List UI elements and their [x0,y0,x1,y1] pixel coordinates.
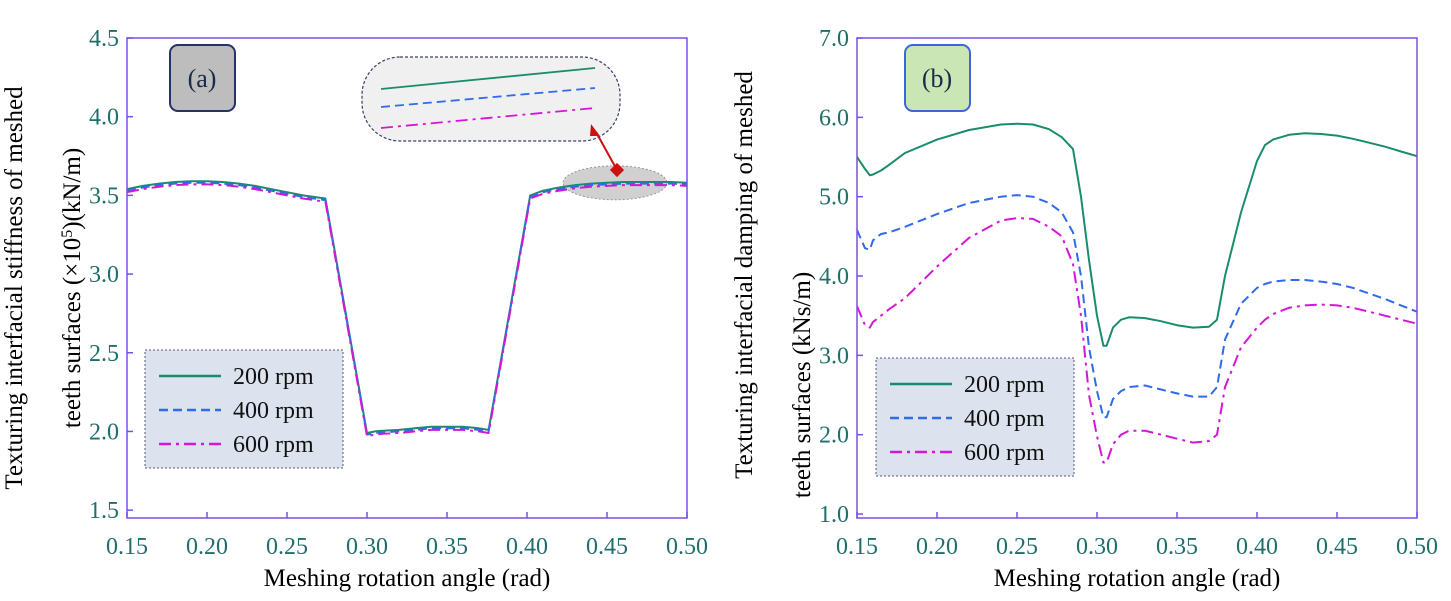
panel-a-series-200-rpm [127,180,687,434]
panel-b-xtick-label: 0.40 [1236,534,1278,560]
panel-a-xtick-label: 0.20 [186,534,228,560]
zoom-arrow-tail-marker [609,162,625,178]
panel-a-xtick-label: 0.15 [106,534,148,560]
panel-b-ytick-label: 1.0 [819,502,849,528]
panel-b-legend-label: 400 rpm [964,406,1045,432]
panel-b-xtick-label: 0.15 [836,534,878,560]
panel-a: Texturing interfacial stiffness of meshe… [1,26,708,592]
panel-b-legend-label: 200 rpm [964,372,1045,398]
panel-a-ytick-label: 2.5 [89,341,119,367]
panel-a-series [127,180,687,438]
panel-b: Texturing interfacial damping of meshed … [731,26,1438,592]
panel-b-xtick-label: 0.30 [1076,534,1118,560]
zoom-arrow-head [590,124,600,136]
panel-a-zoom-inset [361,56,668,201]
panel-b-xtick-label: 0.35 [1156,534,1198,560]
panel-a-ytick-label: 1.5 [89,498,119,524]
panel-a-badge: (a) [169,44,236,112]
panel-b-series-200-rpm [857,122,1417,347]
panel-b-series [857,122,1417,464]
panel-b-xtick-label: 0.50 [1396,534,1438,560]
panel-b-legend-label: 600 rpm [964,440,1045,466]
panel-a-legend-label: 400 rpm [233,398,314,424]
panel-a-series-600-rpm [127,183,687,438]
panel-a-badge-box [169,44,236,112]
zoom-inset-box [361,56,621,142]
panel-a-ytick-label: 4.5 [89,26,119,52]
panel-b-xlabel: Meshing rotation angle (rad) [994,565,1281,592]
panel-a-ylabel-line1: Texturing interfacial stiffness of meshe… [1,86,28,490]
zoom-inset-line-1 [380,67,596,90]
panel-a-series-400-rpm [127,181,687,436]
panel-a-legend: 200 rpm 400 rpm 600 rpm [144,349,344,469]
panel-a-legend-label: 200 rpm [233,364,314,390]
panel-a-legend-label: 600 rpm [233,432,314,458]
zoom-inset-line-2 [380,87,596,108]
panel-b-ytick-label: 4.0 [819,264,849,290]
panel-b-ytick-label: 2.0 [819,423,849,449]
panel-b-xtick-label: 0.20 [916,534,958,560]
panel-b-xtick-label: 0.25 [996,534,1038,560]
panel-b-ytick-label: 3.0 [819,343,849,369]
panel-a-ytick-label: 3.5 [89,183,119,209]
panel-a-xtick-label: 0.35 [426,534,468,560]
panel-a-badge-label: (a) [188,64,217,93]
panel-b-axes [856,37,1418,519]
panel-a-xtick-label: 0.45 [586,534,628,560]
panel-b-ytick-label: 6.0 [819,105,849,131]
panel-a-ytick-label: 3.0 [89,262,119,288]
panel-b-ytick-label: 5.0 [819,185,849,211]
panel-a-xtick-label: 0.50 [666,534,708,560]
panel-b-series-400-rpm [857,194,1417,419]
panel-a-xtick-label: 0.40 [506,534,548,560]
panel-b-xtick-label: 0.45 [1316,534,1358,560]
panel-a-xtick-label: 0.30 [346,534,388,560]
panel-b-badge: (b) [904,44,971,112]
panel-b-legend: 200 rpm 400 rpm 600 rpm [875,357,1075,477]
panel-a-ticks: 0.15 0.20 0.25 0.30 0.35 0.40 0.45 0.50 1.5 2.0 2.… [89,26,708,560]
panel-b-ylabel-line1: Texturing interfacial damping of meshed [731,71,758,479]
panel-b-series-600-rpm [857,217,1417,464]
panel-a-axes-frame [126,37,688,519]
panel-b-ylabel-line2: teeth surfaces (kNs/m) [789,272,816,498]
panel-b-axes-frame [856,37,1418,519]
panel-a-ylabel-line2: teeth surfaces (×105)(kN/m) [59,148,87,428]
panel-a-ytick-label: 4.0 [89,105,119,131]
panel-a-xlabel: Meshing rotation angle (rad) [264,565,551,592]
panel-a-xtick-label: 0.25 [266,534,308,560]
panel-b-ytick-label: 7.0 [819,26,849,52]
panel-a-ytick-label: 2.0 [89,419,119,445]
panel-b-badge-label: (b) [922,64,952,93]
panel-b-ticks: 0.15 0.20 0.25 0.30 0.35 0.40 0.45 0.50 1.0 2.0 3.… [819,26,1438,560]
panel-a-axes [126,37,688,519]
zoom-arrow-shaft [595,131,618,171]
panel-b-badge-box [904,44,971,112]
zoom-inset-line-3 [380,107,596,129]
